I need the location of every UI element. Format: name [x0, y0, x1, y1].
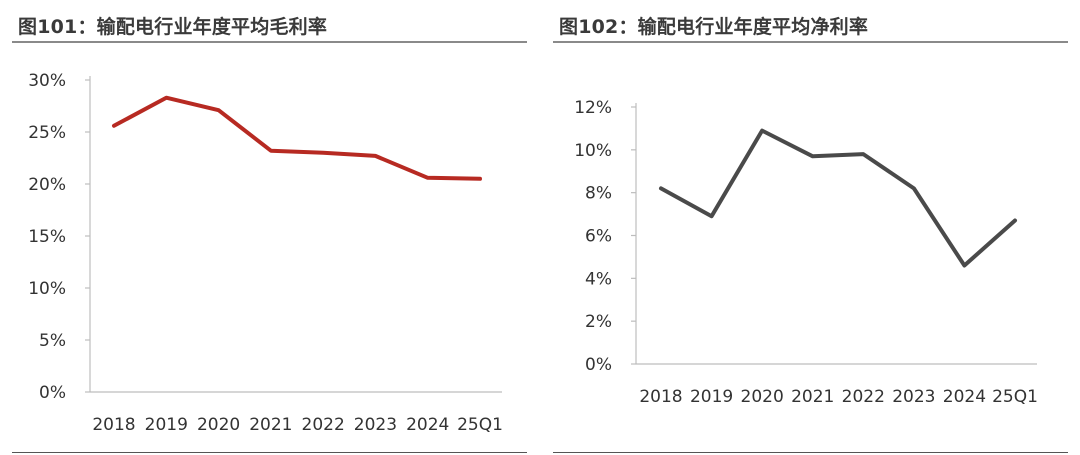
- x-tick-label: 2018: [92, 415, 135, 435]
- chart-panel-net-margin: 图102：输配电行业年度平均净利率 0% 2% 4% 6% 8% 10% 12% 2018 20…: [553, 0, 1068, 455]
- series-line: [112, 95, 482, 181]
- x-tick-label: 2024: [943, 387, 986, 407]
- x-tick-label: 2022: [842, 387, 885, 407]
- y-tick-label: 10%: [574, 141, 612, 161]
- x-tick-label: 25Q1: [457, 415, 503, 435]
- net-margin-line-chart: 0% 2% 4% 6% 8% 10% 12% 2018 2019 2020 2021 2022 2023…: [574, 98, 1038, 407]
- series-line: [659, 128, 1017, 268]
- y-tick-label: 2%: [585, 312, 612, 332]
- x-tick-label: 2023: [354, 415, 397, 435]
- x-tick-label: 2022: [302, 415, 345, 435]
- bottom-divider: [12, 452, 527, 453]
- title-divider: [12, 41, 527, 43]
- y-tick-label: 6%: [585, 227, 612, 247]
- y-tick-label: 8%: [585, 184, 612, 204]
- x-tick-label: 2019: [690, 387, 733, 407]
- y-tick-label: 0%: [585, 355, 612, 375]
- x-tick-label: 2021: [791, 387, 834, 407]
- x-tick-label: 25Q1: [992, 387, 1038, 407]
- chart-title-net-margin: 图102：输配电行业年度平均净利率: [559, 16, 869, 38]
- y-tick-label: 5%: [39, 331, 66, 351]
- y-tick-label: 0%: [39, 383, 66, 403]
- y-tick-label: 12%: [574, 98, 612, 118]
- bottom-divider: [553, 452, 1068, 453]
- x-tick-label: 2019: [145, 415, 188, 435]
- y-tick-label: 20%: [28, 175, 66, 195]
- y-tick-label: 15%: [28, 227, 66, 247]
- x-tick-label: 2020: [197, 415, 240, 435]
- x-tick-label: 2023: [892, 387, 935, 407]
- chart-title-gross-margin: 图101：输配电行业年度平均毛利率: [18, 16, 328, 38]
- y-tick-label: 10%: [28, 279, 66, 299]
- chart-panel-gross-margin: 图101：输配电行业年度平均毛利率 0% 5% 10% 15% 20% 25% 30% 201…: [12, 0, 527, 455]
- y-tick-label: 30%: [28, 71, 66, 91]
- x-tick-label: 2018: [639, 387, 682, 407]
- title-divider: [553, 41, 1068, 43]
- y-tick-label: 4%: [585, 269, 612, 289]
- y-tick-label: 25%: [28, 123, 66, 143]
- x-tick-label: 2020: [741, 387, 784, 407]
- x-tick-label: 2021: [249, 415, 292, 435]
- x-tick-label: 2024: [406, 415, 449, 435]
- gross-margin-line-chart: 0% 5% 10% 15% 20% 25% 30% 2018 2019 2020 2021 2022 2…: [28, 71, 503, 435]
